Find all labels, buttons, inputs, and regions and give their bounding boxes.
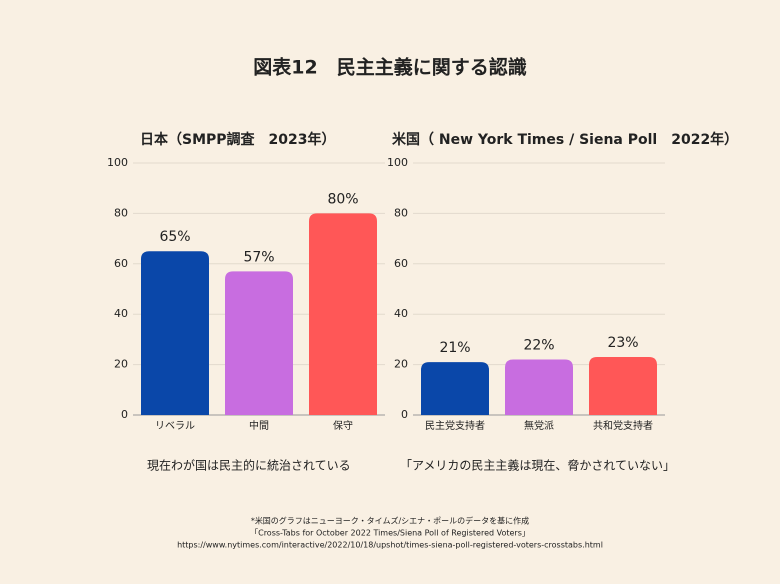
x-tick-label: 民主党支持者 (425, 419, 485, 432)
bar (141, 251, 209, 415)
bar (505, 359, 573, 415)
y-tick-label: 0 (121, 408, 128, 421)
y-tick-label: 60 (394, 257, 408, 270)
y-tick-label: 100 (107, 156, 128, 169)
footnote: https://www.nytimes.com/interactive/2022… (177, 541, 603, 550)
y-tick-label: 20 (394, 358, 408, 371)
y-tick-label: 40 (114, 307, 128, 320)
y-tick-label: 60 (114, 257, 128, 270)
bar (421, 362, 489, 415)
footnote: 「Cross-Tabs for October 2022 Times/Siena… (250, 529, 530, 538)
y-tick-label: 0 (401, 408, 408, 421)
y-tick-label: 40 (394, 307, 408, 320)
value-label: 22% (523, 338, 554, 354)
bar (309, 213, 377, 415)
value-label: 21% (439, 340, 470, 356)
footnote: *米国のグラフはニューヨーク・タイムズ/シエナ・ポールのデータを基に作成 (251, 516, 529, 526)
value-label: 57% (243, 249, 274, 265)
x-tick-label: 共和党支持者 (593, 419, 653, 432)
x-tick-label: リベラル (155, 420, 195, 432)
caption: 「アメリカの民主主義は現在、脅かされていない」 (400, 458, 675, 473)
x-tick-label: 無党派 (524, 419, 554, 432)
y-tick-label: 80 (394, 206, 408, 219)
bar (589, 357, 657, 415)
y-tick-label: 20 (114, 358, 128, 371)
value-label: 80% (327, 191, 358, 207)
bar (225, 271, 293, 415)
chart-title: 日本（SMPP調査 2023年） (140, 131, 336, 148)
value-label: 65% (159, 229, 190, 245)
y-tick-label: 80 (114, 206, 128, 219)
x-tick-label: 中間 (249, 419, 269, 432)
x-tick-label: 保守 (333, 419, 353, 432)
page-title: 図表12 民主主義に関する認識 (253, 56, 526, 79)
chart-title: 米国（ New York Times / Siena Poll 2022年） (392, 131, 738, 148)
caption: 現在わが国は民主的に統治されている (147, 458, 351, 473)
value-label: 23% (607, 335, 638, 351)
y-tick-label: 100 (387, 156, 408, 169)
